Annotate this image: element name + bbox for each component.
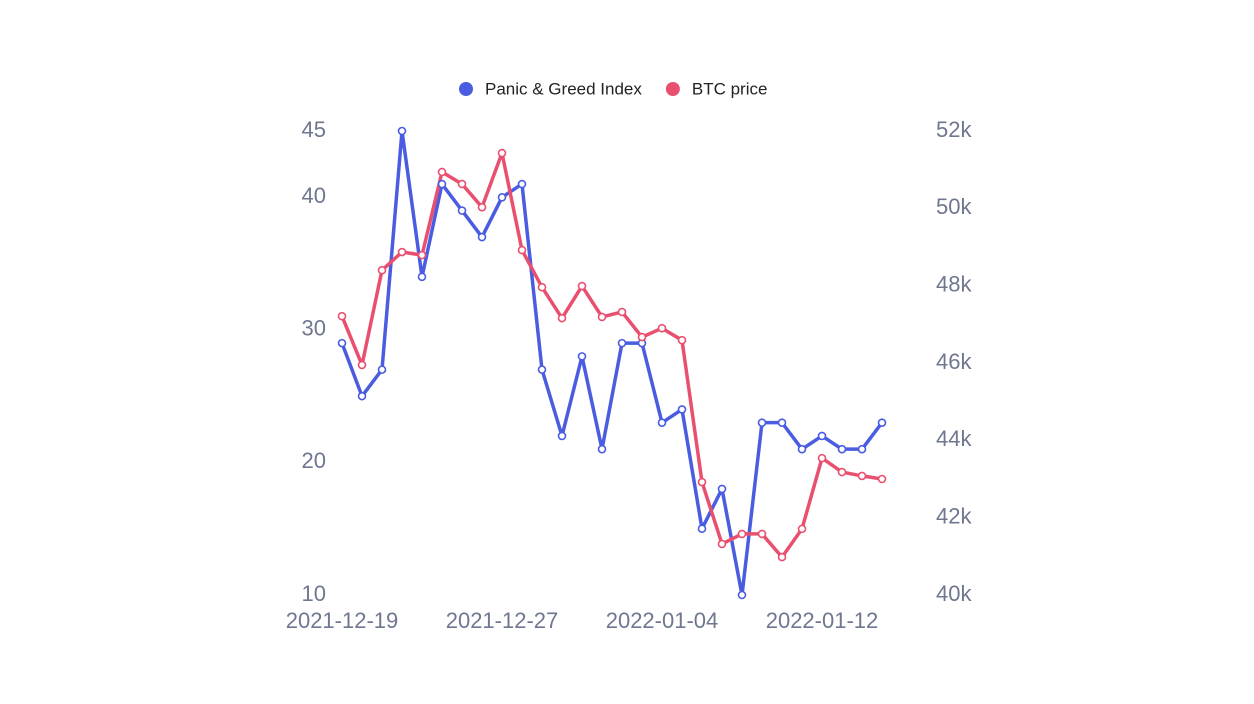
y2-tick-label: 42k: [936, 503, 972, 528]
data-point: [437, 179, 447, 189]
data-point: [617, 338, 627, 348]
data-point: [737, 590, 747, 600]
x-tick-label: 2021-12-27: [446, 608, 559, 633]
series-line: [340, 151, 883, 559]
data-point: [437, 167, 447, 177]
data-point: [357, 391, 367, 401]
data-point: [577, 352, 587, 361]
x-tick-label: 2022-01-04: [606, 608, 719, 633]
data-point: [337, 311, 347, 321]
y-tick-label: 45: [302, 117, 326, 142]
y2-tick-label: 40k: [936, 581, 972, 606]
y-tick-label: 40: [302, 183, 326, 208]
y2-tick-label: 44k: [936, 426, 972, 451]
data-point: [657, 323, 667, 333]
data-point: [777, 418, 787, 427]
legend-label: Panic & Greed Index: [485, 79, 642, 98]
data-point: [757, 418, 767, 427]
legend-marker: [665, 82, 680, 96]
data-point: [837, 444, 847, 454]
data-point: [717, 539, 727, 549]
data-point: [797, 524, 807, 534]
data-point: [697, 524, 707, 534]
data-point: [877, 418, 887, 427]
y2-tick-label: 52k: [936, 117, 972, 142]
data-point: [397, 126, 407, 136]
y-tick-label: 30: [302, 316, 326, 341]
data-point: [377, 365, 387, 374]
data-point: [457, 179, 467, 189]
y-tick-label: 10: [302, 581, 326, 606]
data-point: [717, 484, 727, 494]
y2-tick-label: 46k: [936, 349, 972, 374]
y2-tick-label: 48k: [936, 271, 972, 296]
data-point: [797, 444, 807, 454]
y-tick-label: 20: [302, 448, 326, 473]
data-point: [517, 245, 527, 255]
data-point: [657, 418, 667, 427]
data-point: [877, 474, 887, 484]
data-point: [777, 552, 787, 562]
data-point: [537, 282, 547, 292]
legend-label: BTC price: [692, 79, 768, 98]
data-point: [597, 312, 607, 322]
data-point: [597, 444, 607, 454]
data-point: [537, 365, 547, 374]
data-point: [357, 360, 367, 370]
data-point: [497, 192, 507, 202]
data-point: [857, 444, 867, 454]
legend-marker: [459, 82, 473, 96]
data-point: [857, 471, 867, 481]
data-point: [617, 307, 627, 317]
data-point: [757, 529, 767, 539]
y2-tick-label: 50k: [936, 194, 972, 219]
data-point: [817, 453, 827, 463]
data-point: [517, 179, 527, 189]
data-point: [477, 202, 487, 212]
data-point: [377, 265, 387, 275]
data-point: [417, 272, 427, 282]
data-point: [397, 247, 407, 257]
x-tick-label: 2022-01-12: [766, 608, 879, 633]
series-line: [340, 129, 884, 597]
data-point: [677, 335, 687, 345]
data-point: [457, 206, 467, 215]
data-point: [497, 148, 507, 158]
x-tick-label: 2021-12-19: [286, 608, 399, 633]
data-point: [337, 338, 347, 348]
data-point: [697, 477, 707, 487]
data-point: [417, 250, 427, 260]
data-point: [677, 405, 687, 414]
data-point: [557, 431, 567, 441]
data-point: [837, 467, 847, 477]
data-point: [737, 529, 747, 539]
data-point: [577, 281, 587, 291]
data-point: [637, 332, 647, 342]
data-point: [817, 431, 827, 441]
data-point: [557, 313, 567, 323]
data-point: [477, 232, 487, 242]
